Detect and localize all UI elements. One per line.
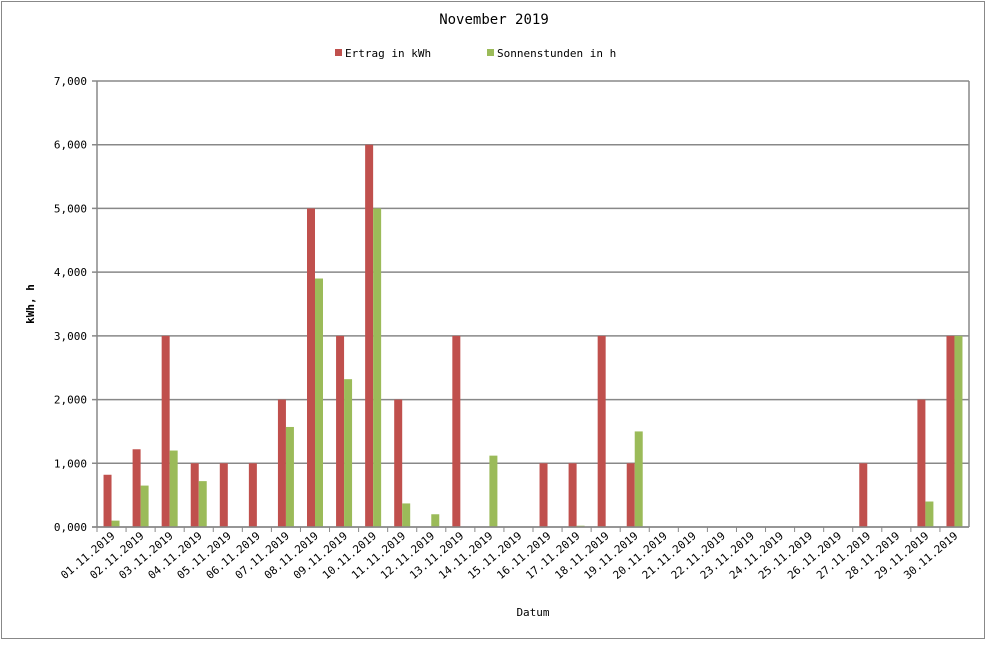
bar xyxy=(917,399,926,527)
bar xyxy=(190,463,199,527)
bar xyxy=(539,463,548,527)
bar xyxy=(373,208,382,527)
bar xyxy=(277,399,286,527)
bar xyxy=(946,335,955,527)
bar xyxy=(925,501,934,527)
bar xyxy=(431,514,440,527)
y-tick-label: 6,000 xyxy=(54,139,87,152)
y-tick-label: 5,000 xyxy=(54,202,87,215)
y-tick-label: 4,000 xyxy=(54,266,87,279)
legend-swatch xyxy=(487,49,494,56)
bar xyxy=(336,335,345,527)
bar xyxy=(489,455,498,527)
y-tick-label: 1,000 xyxy=(54,457,87,470)
y-tick-label: 2,000 xyxy=(54,394,87,407)
legend-label: Sonnenstunden in h xyxy=(497,47,616,60)
chart-title: November 2019 xyxy=(439,12,549,28)
bar xyxy=(626,463,635,527)
bar xyxy=(365,144,374,527)
bar xyxy=(132,449,141,527)
x-axis-label: Datum xyxy=(516,606,549,619)
bar xyxy=(452,335,461,527)
bar xyxy=(140,485,149,527)
bar xyxy=(402,503,411,527)
bar xyxy=(103,474,112,527)
bar xyxy=(568,463,577,527)
bar xyxy=(111,520,120,527)
bar xyxy=(315,278,323,527)
bar xyxy=(198,481,207,527)
bar xyxy=(219,463,228,527)
bar xyxy=(394,399,403,527)
y-axis-label: kWh, h xyxy=(24,284,37,324)
bar xyxy=(285,426,294,527)
legend-swatch xyxy=(335,49,342,56)
bar xyxy=(634,431,643,527)
bar xyxy=(597,335,606,527)
bar xyxy=(248,463,257,527)
bar xyxy=(859,463,868,527)
bar xyxy=(344,379,353,527)
bar xyxy=(169,450,178,527)
bar xyxy=(307,208,315,527)
legend-label: Ertrag in kWh xyxy=(345,47,431,60)
y-tick-label: 0,000 xyxy=(54,521,87,534)
bar xyxy=(954,335,963,527)
y-tick-label: 7,000 xyxy=(54,75,87,88)
bar xyxy=(161,335,170,527)
y-tick-label: 3,000 xyxy=(54,330,87,343)
